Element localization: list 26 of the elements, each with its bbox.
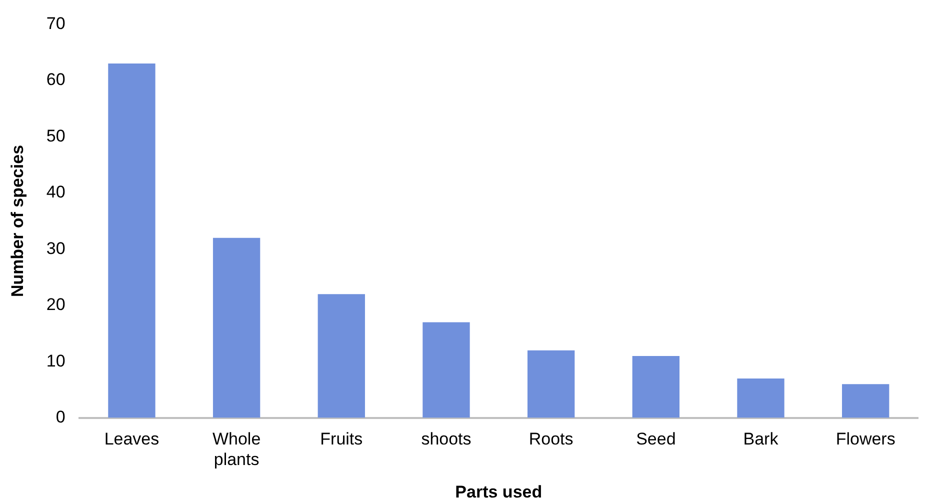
x-tick-label: Roots (528, 430, 574, 449)
y-tick-label: 70 (46, 14, 66, 33)
bar (108, 64, 156, 418)
bar (842, 384, 890, 418)
bar (212, 238, 260, 418)
y-tick-label: 60 (46, 70, 66, 90)
x-tick-label: Seed (636, 430, 676, 449)
bar (632, 356, 680, 418)
y-axis-title: Number of species (8, 144, 27, 298)
bar (737, 378, 784, 418)
x-tick-label: Whole plants (212, 430, 261, 470)
x-tick-label: Bark (743, 430, 779, 449)
y-tick-label: 20 (46, 295, 66, 314)
bar (422, 322, 470, 418)
bar (318, 294, 365, 418)
y-tick-label: 50 (46, 126, 66, 146)
y-tick-label: 40 (46, 182, 66, 202)
y-tick-label: 10 (46, 351, 66, 370)
x-tick-label: Leaves (104, 430, 160, 449)
y-tick-label: 0 (56, 407, 66, 426)
x-tick-label: shoots (421, 430, 472, 449)
x-tick-label: Flowers (836, 430, 896, 449)
y-tick-label: 30 (46, 238, 66, 258)
x-axis-title: Parts used (455, 482, 542, 502)
bar (527, 350, 575, 418)
x-tick-label: Fruits (320, 430, 363, 449)
